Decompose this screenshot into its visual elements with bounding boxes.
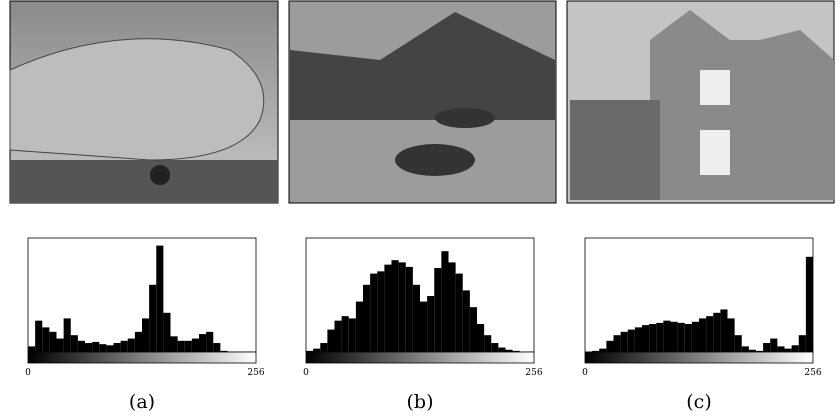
histogram-bar xyxy=(142,318,149,352)
histogram-bar xyxy=(206,332,213,352)
histogram-bar xyxy=(763,343,770,352)
panel-caption: (b) xyxy=(407,391,434,413)
histogram-bar xyxy=(35,321,42,352)
histogram-bar xyxy=(42,327,49,352)
histogram-bar xyxy=(192,339,199,352)
histogram-bar xyxy=(178,341,185,352)
histogram-bar xyxy=(213,343,220,352)
histogram-bar xyxy=(121,341,128,352)
histogram-bar xyxy=(434,268,441,352)
histogram-bar xyxy=(335,321,342,352)
histogram-bar xyxy=(85,343,92,352)
histogram-bar xyxy=(678,323,685,352)
x-tick-label: 256 xyxy=(525,368,542,378)
histogram-bar xyxy=(449,262,456,352)
histogram-bar xyxy=(606,341,613,352)
panel-caption: (c) xyxy=(686,391,711,413)
histogram-bar xyxy=(135,332,142,352)
histogram-bar xyxy=(156,246,163,352)
histogram-bar xyxy=(671,322,678,352)
histogram-bar xyxy=(806,257,813,352)
histogram-bar xyxy=(49,332,56,352)
histogram-bar xyxy=(163,313,170,352)
photo-mountain xyxy=(289,1,556,203)
figure: 0 256 (a) 0 256 (b) 0 256 (c) xyxy=(0,0,840,416)
histogram-bar xyxy=(463,290,470,352)
histogram-bar xyxy=(427,296,434,352)
histogram-bar xyxy=(663,321,670,352)
gray-scale-bar xyxy=(28,352,256,363)
histogram-bar xyxy=(28,346,35,352)
histogram-bar xyxy=(735,335,742,352)
histogram-bar xyxy=(484,335,491,352)
photo-house xyxy=(567,1,834,203)
gray-scale-bar xyxy=(585,352,813,363)
histogram-bar xyxy=(456,274,463,352)
histogram-bar xyxy=(692,322,699,352)
histogram-bar xyxy=(599,349,606,352)
histogram-bar xyxy=(642,325,649,352)
histogram-bar xyxy=(384,265,391,352)
histogram-bar xyxy=(491,343,498,352)
histogram-bar xyxy=(377,271,384,352)
x-tick-label: 0 xyxy=(582,368,588,378)
histogram-bar xyxy=(363,285,370,352)
histogram-bar xyxy=(99,344,106,352)
x-tick-label: 0 xyxy=(303,368,309,378)
histogram-bar xyxy=(413,285,420,352)
histogram-bar xyxy=(799,335,806,352)
histogram-bar xyxy=(320,343,327,352)
gray-scale-bar xyxy=(306,352,534,363)
histogram-bar xyxy=(728,318,735,352)
histogram-bar xyxy=(349,318,356,352)
histogram-bar xyxy=(770,339,777,352)
x-tick-label: 256 xyxy=(247,368,264,378)
histogram-bar xyxy=(392,260,399,352)
photo-airplane xyxy=(10,1,278,203)
histogram-bar xyxy=(114,343,121,352)
histogram-bar xyxy=(128,339,135,352)
histogram-bar xyxy=(498,348,505,352)
histogram-bar xyxy=(185,341,192,352)
histogram-bar xyxy=(706,316,713,352)
histogram-bar xyxy=(649,324,656,352)
histogram-bar xyxy=(477,324,484,352)
histogram-bar xyxy=(785,349,792,352)
histogram-bar xyxy=(713,313,720,352)
histogram-bar xyxy=(342,316,349,352)
histogram-bar xyxy=(64,318,71,352)
histogram-bar xyxy=(720,309,727,352)
histogram-bar xyxy=(635,327,642,352)
histogram-bar xyxy=(149,285,156,352)
panel-caption: (a) xyxy=(129,391,155,413)
histogram-bar xyxy=(171,336,178,352)
histogram-bar xyxy=(406,267,413,352)
histogram-bar xyxy=(685,324,692,352)
histogram-bar xyxy=(441,251,448,352)
histogram-bar xyxy=(370,274,377,352)
histogram-bar xyxy=(420,302,427,352)
histogram-bar xyxy=(356,302,363,352)
histogram-bar xyxy=(470,307,477,352)
x-tick-label: 0 xyxy=(25,368,31,378)
histogram-bar xyxy=(792,345,799,352)
histogram-bar xyxy=(199,334,206,352)
histogram-bar xyxy=(742,346,749,352)
histogram-bar xyxy=(313,349,320,352)
histogram-bar xyxy=(699,318,706,352)
x-tick-label: 256 xyxy=(804,368,821,378)
histogram-bar xyxy=(656,323,663,352)
histogram-bar xyxy=(78,341,85,352)
histogram-bar xyxy=(614,335,621,352)
histogram-bar xyxy=(777,346,784,352)
histogram-bar xyxy=(327,330,334,352)
histogram-bar xyxy=(399,262,406,352)
histogram-bar xyxy=(106,345,113,352)
histogram-bar xyxy=(92,342,99,352)
histogram-bar xyxy=(57,339,64,352)
histogram-bar xyxy=(628,330,635,352)
histogram-bar xyxy=(621,332,628,352)
histogram-bar xyxy=(71,335,78,352)
